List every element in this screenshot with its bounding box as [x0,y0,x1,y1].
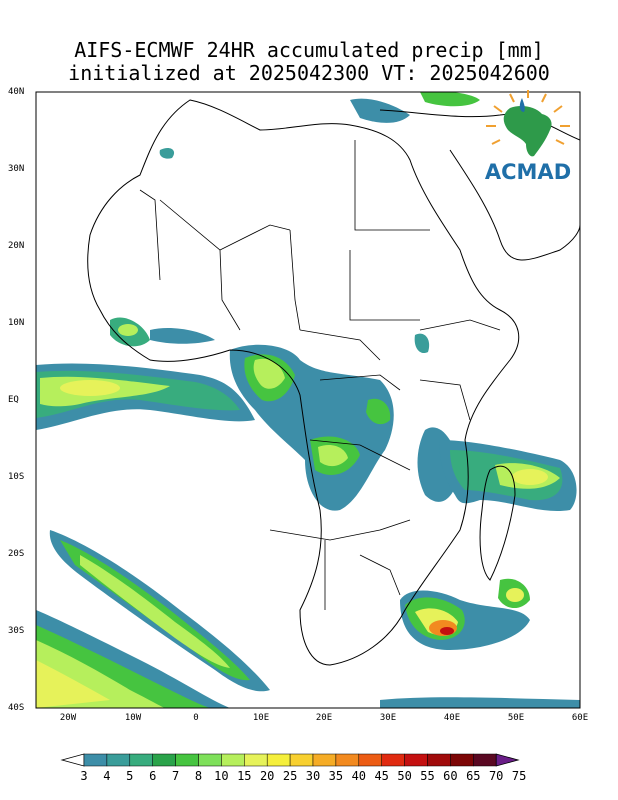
map-title-line1: AIFS-ECMWF 24HR accumulated precip [mm] [74,38,544,62]
africa-logo-icon [486,90,570,157]
lat-label: EQ [8,395,19,405]
lon-label: 50E [507,713,525,723]
colorbar-swatch [450,753,474,767]
colorbar-label: 75 [511,769,527,783]
lon-label: 0 [193,713,199,723]
colorbar-swatch [381,753,405,767]
precip-field [36,92,580,708]
colorbar-swatch [404,753,428,767]
colorbar-low-arrow [60,753,85,767]
colorbar-swatch [289,753,314,767]
colorbar-swatch [335,753,360,767]
colorbar-label: 50 [397,769,412,783]
colorbar-high-arrow [495,753,520,767]
lat-label: 20N [8,241,25,251]
lat-label: 20S [8,549,25,559]
lon-label: 20W [59,713,77,723]
lon-label: 10W [124,713,142,723]
map-frame [35,91,581,709]
colorbar-label: 3 [80,769,88,783]
colorbar-label: 65 [466,769,481,783]
map-title-line2: initialized at 2025042300 VT: 2025042600 [68,61,550,85]
country-borders [139,140,501,610]
colorbar-label: 8 [194,769,203,783]
colorbar-swatch [312,753,337,767]
colorbar-swatch [221,753,245,767]
colorbar-label: 70 [488,769,504,783]
colorbar-swatch [175,753,199,767]
colorbar-swatch [266,753,291,767]
colorbar-label: 40 [351,769,367,783]
lat-label: 30S [8,626,25,636]
colorbar-label: 45 [374,769,389,783]
lat-label: 40S [8,703,25,713]
lon-label: 30E [379,713,397,723]
colorbar-label: 20 [259,769,275,783]
colorbar-label: 35 [328,769,344,783]
colorbar-swatch [198,753,222,767]
colorbar-label: 7 [171,769,180,783]
colorbar-label: 5 [126,769,134,783]
lat-label: 10N [8,318,25,328]
colorbar-swatch [358,753,382,767]
colorbar-label: 4 [103,769,111,783]
colorbar-swatch [473,753,497,767]
acmad-logo-text: ACMAD [484,160,572,184]
colorbar-swatch [129,753,153,767]
colorbar-label: 55 [420,769,435,783]
colorbar-label: 60 [443,769,458,783]
colorbar-label: 10 [214,769,229,783]
coastline [87,99,580,666]
colorbar-label: 30 [305,769,321,783]
colorbar [60,753,520,767]
lat-label: 10S [8,472,25,482]
colorbar-swatch [106,753,131,767]
lat-label: 40N [8,87,25,97]
colorbar-label: 15 [237,769,252,783]
colorbar-label: 25 [282,769,298,783]
lon-label: 60E [571,713,589,723]
colorbar-swatch [152,753,176,767]
lat-label: 30N [8,164,25,174]
lon-label: 10E [252,713,270,723]
colorbar-swatch [244,753,268,767]
colorbar-swatch [83,753,108,767]
colorbar-swatch [427,753,451,767]
lon-label: 40E [443,713,461,723]
colorbar-label: 6 [149,769,157,783]
lon-label: 20E [315,713,333,723]
